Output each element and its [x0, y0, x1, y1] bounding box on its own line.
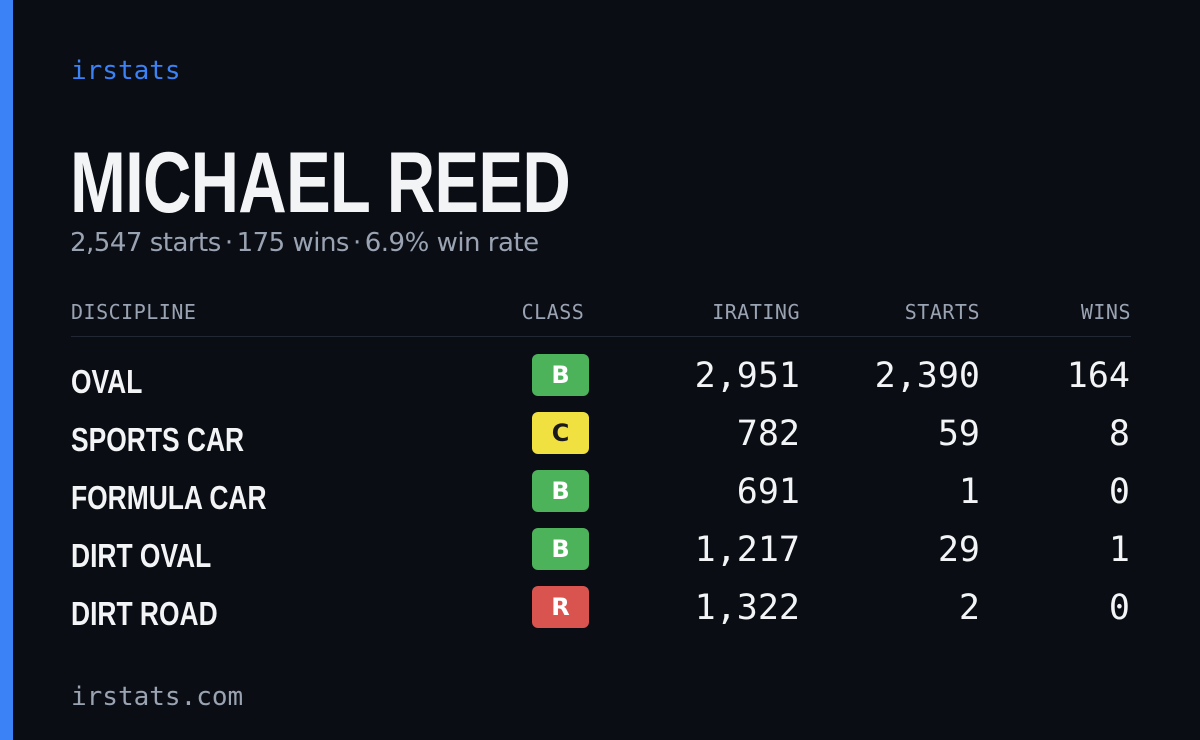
driver-summary: 2,547 starts · 175 wins · 6.9% win rate: [70, 228, 539, 258]
summary-starts: 2,547 starts: [70, 228, 221, 258]
class-badge: C: [532, 412, 589, 454]
class-badge: R: [532, 586, 589, 628]
summary-win-rate: 6.9% win rate: [364, 228, 539, 258]
header-class: CLASS: [521, 300, 585, 324]
discipline-name: FORMULA CAR: [71, 479, 267, 516]
accent-bar: [0, 0, 13, 740]
irating-value: 691: [736, 472, 800, 512]
driver-name: MICHAEL REED: [70, 135, 571, 231]
irating-value: 2,951: [694, 356, 800, 396]
brand-logo: irstats: [71, 56, 181, 86]
summary-separator: ·: [224, 228, 233, 258]
wins-value: 0: [1108, 588, 1130, 628]
discipline-name: DIRT OVAL: [71, 537, 212, 574]
class-badge: B: [532, 528, 589, 570]
irating-value: 1,217: [694, 530, 800, 570]
starts-value: 1: [958, 472, 980, 512]
wins-value: 0: [1108, 472, 1130, 512]
class-badge: B: [532, 470, 589, 512]
wins-value: 164: [1066, 356, 1130, 396]
header-wins: WINS: [1080, 300, 1131, 324]
header-starts: STARTS: [904, 300, 980, 324]
starts-value: 29: [937, 530, 980, 570]
table-row: DIRT OVAL B 1,217 29 1: [71, 528, 1131, 586]
irating-value: 1,322: [694, 588, 800, 628]
table-row: SPORTS CAR C 782 59 8: [71, 412, 1131, 470]
header-discipline: DISCIPLINE: [71, 300, 197, 324]
irating-value: 782: [736, 414, 800, 454]
header-irating: IRATING: [712, 300, 800, 324]
table-row: DIRT ROAD R 1,322 2 0: [71, 586, 1131, 644]
wins-value: 8: [1108, 414, 1130, 454]
starts-value: 2: [958, 588, 980, 628]
class-badge: B: [532, 354, 589, 396]
summary-wins: 175 wins: [236, 228, 350, 258]
table-row: OVAL B 2,951 2,390 164: [71, 354, 1131, 412]
starts-value: 59: [937, 414, 980, 454]
discipline-name: DIRT ROAD: [71, 595, 218, 632]
starts-value: 2,390: [874, 356, 980, 396]
table-row: FORMULA CAR B 691 1 0: [71, 470, 1131, 528]
discipline-name: SPORTS CAR: [71, 421, 245, 458]
wins-value: 1: [1108, 530, 1130, 570]
footer-url: irstats.com: [71, 682, 244, 712]
stats-table-header: DISCIPLINE CLASS IRATING STARTS WINS: [71, 300, 1131, 337]
discipline-name: OVAL: [71, 363, 143, 400]
summary-separator: ·: [352, 228, 361, 258]
